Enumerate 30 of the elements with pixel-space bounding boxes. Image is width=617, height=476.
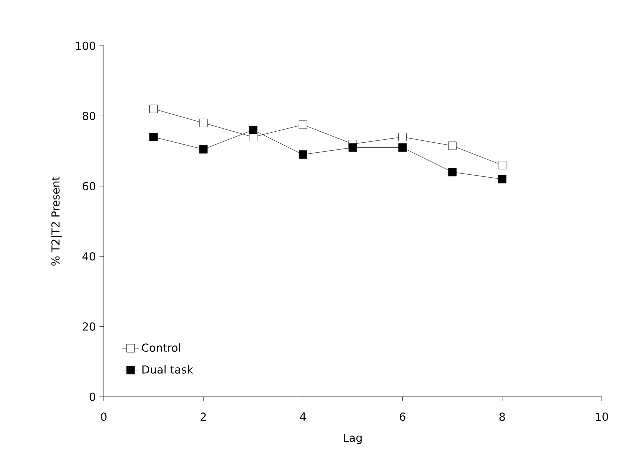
- x-tick-label: 10: [596, 412, 608, 422]
- x-tick-label: 4: [300, 412, 306, 421]
- y-tick-label: 100: [76, 42, 96, 50]
- point: [199, 145, 208, 154]
- x-tick-label: 8: [500, 412, 506, 422]
- point: [448, 168, 457, 177]
- legend-label: Dual task: [142, 365, 194, 374]
- point: [150, 104, 158, 114]
- legend-label: Control: [142, 344, 180, 352]
- point: [150, 133, 158, 142]
- y-tick-label: 20: [83, 322, 96, 331]
- point: [498, 161, 507, 170]
- point: [398, 133, 408, 142]
- x-tick-label: 2: [200, 412, 206, 421]
- y-tick-label: 80: [82, 112, 96, 120]
- point: [398, 144, 408, 152]
- x-tick-label: 6: [400, 412, 406, 422]
- point: [199, 119, 208, 128]
- point: [299, 120, 308, 130]
- y-tick-label: 60: [82, 182, 96, 191]
- point: [299, 150, 308, 160]
- x-axis-title: Lag: [344, 434, 362, 444]
- point: [448, 142, 457, 150]
- point: [498, 175, 507, 184]
- y-tick-label: 0: [90, 392, 96, 402]
- y-tick-label: 40: [82, 252, 96, 261]
- point: [348, 144, 358, 152]
- x-tick-label: 0: [101, 412, 107, 422]
- y-axis-title: % T2|T2 Present: [51, 176, 62, 266]
- point: [249, 126, 258, 134]
